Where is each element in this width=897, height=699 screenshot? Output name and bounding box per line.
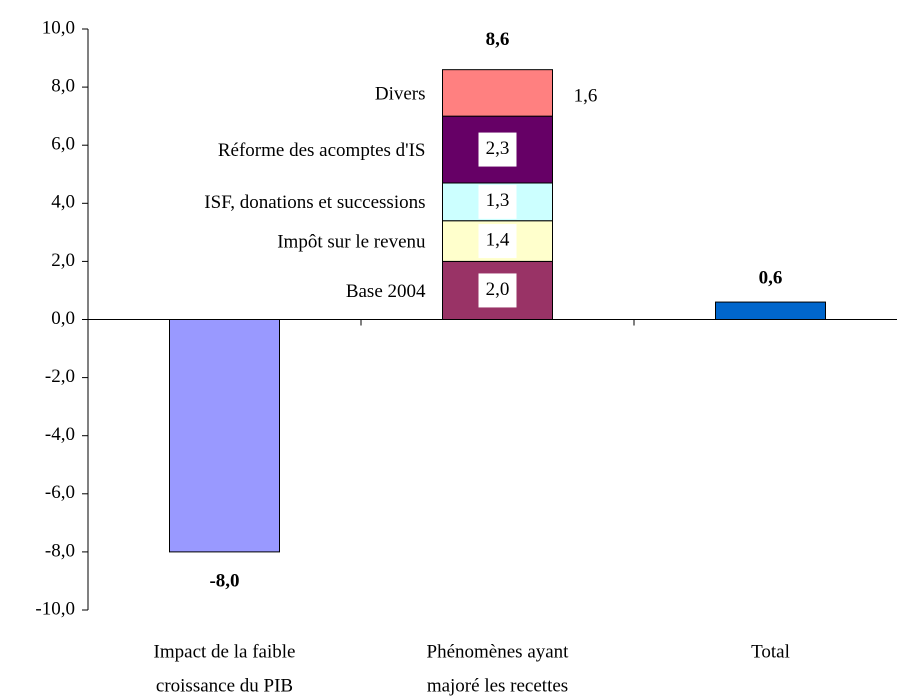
y-tick-label: 2,0: [51, 250, 75, 271]
y-tick-label: -8,0: [45, 540, 75, 561]
x-tick-label: Phénomènes ayant: [427, 641, 570, 662]
label-box: [478, 273, 517, 308]
label-box: [478, 132, 517, 167]
bar: [715, 301, 826, 321]
y-tick-label: -6,0: [45, 482, 75, 503]
y-tick-label: -10,0: [35, 598, 75, 619]
y-tick-label: 0,0: [51, 308, 75, 329]
stack-segment: [442, 69, 553, 117]
x-tick-label: Impact de la faible: [154, 641, 296, 662]
data-label: 0,6: [759, 267, 783, 288]
label-box: [478, 184, 517, 219]
stack-total: 8,6: [486, 29, 510, 50]
x-tick-label: croissance du PIB: [156, 675, 293, 696]
segment-name: ISF, donations et successions: [204, 192, 425, 213]
y-tick-label: -4,0: [45, 424, 75, 445]
segment-value: 2,0: [486, 279, 510, 300]
segment-value: 1,3: [486, 190, 510, 211]
bar: [169, 319, 280, 553]
segment-name: Impôt sur le revenu: [277, 231, 426, 252]
segment-value: 2,3: [486, 138, 510, 159]
label-box: [478, 224, 517, 259]
y-tick-label: 10,0: [42, 17, 75, 38]
y-tick-label: 8,0: [51, 75, 75, 96]
segment-value: 1,4: [486, 229, 510, 250]
segment-value: 1,6: [574, 85, 598, 106]
y-tick-label: 6,0: [51, 134, 75, 155]
x-tick-label: majoré les recettes: [427, 675, 568, 696]
y-tick-label: -2,0: [45, 366, 75, 387]
data-label: -8,0: [209, 570, 239, 591]
y-tick-label: 4,0: [51, 192, 75, 213]
segment-name: Divers: [375, 83, 426, 104]
segment-name: Base 2004: [346, 281, 426, 302]
x-tick-label: Total: [751, 641, 790, 662]
segment-name: Réforme des acomptes d'IS: [218, 140, 426, 161]
